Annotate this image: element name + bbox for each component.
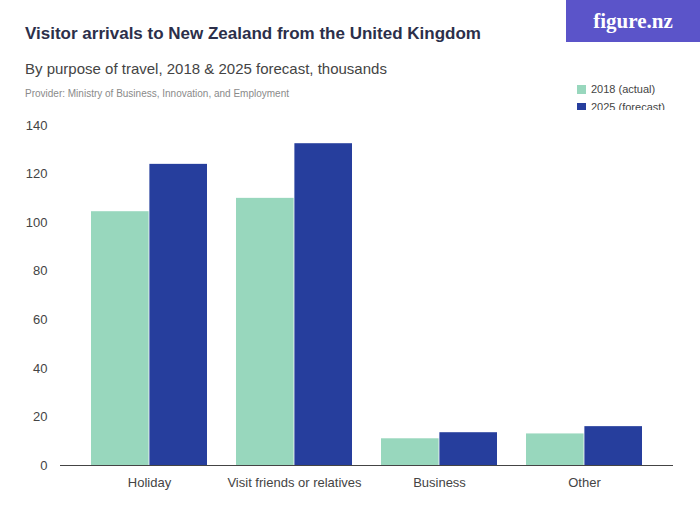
svg-text:140: 140 xyxy=(26,118,48,133)
html-text:Provider: Ministry of Business: Provider: Ministry of Business, Innovati… xyxy=(25,88,289,99)
svg-text:80: 80 xyxy=(33,263,47,278)
svg-text:Business: Business xyxy=(413,475,466,490)
html-text:By purpose of travel, 2018 & 2: By purpose of travel, 2018 & 2025 foreca… xyxy=(25,60,387,77)
html-text:2018 (actual): 2018 (actual) xyxy=(591,83,656,95)
html-text:figure.nz: figure.nz xyxy=(593,9,673,33)
svg-text:Holiday: Holiday xyxy=(128,475,172,490)
svg-text:40: 40 xyxy=(33,361,47,376)
svg-text:100: 100 xyxy=(26,215,48,230)
svg-text:60: 60 xyxy=(33,312,47,327)
svg-text:Other: Other xyxy=(568,475,601,490)
svg-text:20: 20 xyxy=(33,409,47,424)
html-text:Visitor arrivals to New Zealan: Visitor arrivals to New Zealand from the… xyxy=(25,24,481,43)
html-text:2025 (forecast): 2025 (forecast) xyxy=(591,101,665,113)
svg-text:0: 0 xyxy=(40,458,47,473)
svg-text:Visit friends or relatives: Visit friends or relatives xyxy=(227,475,362,490)
svg-text:120: 120 xyxy=(26,166,48,181)
